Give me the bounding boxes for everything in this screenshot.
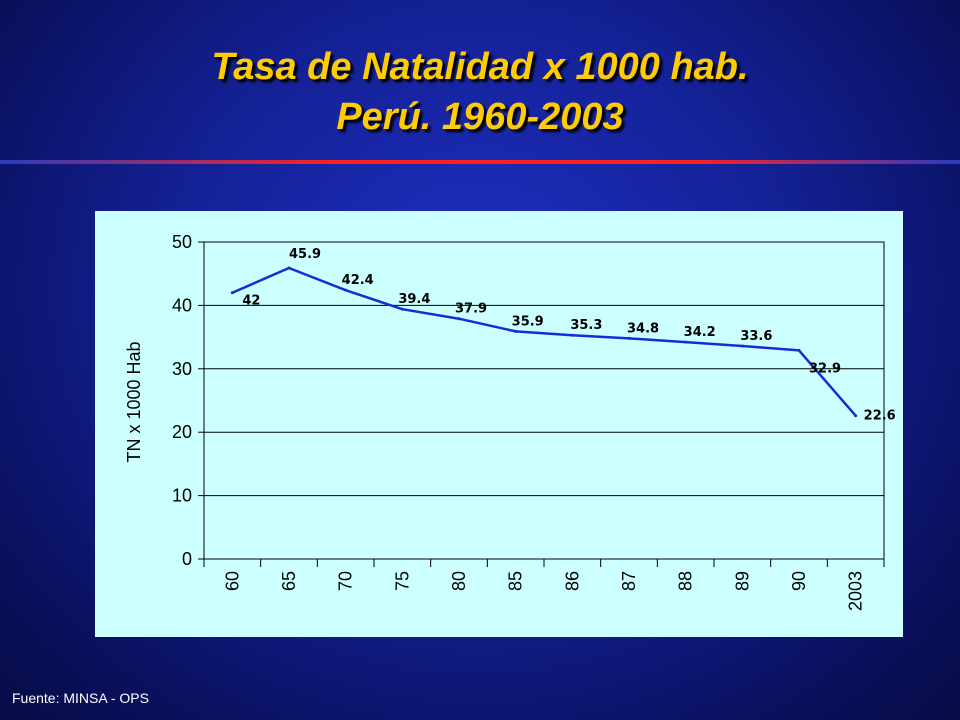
data-label: 33.6 [740, 329, 772, 344]
title-divider [0, 160, 960, 164]
x-tick-label: 89 [732, 571, 752, 591]
x-tick-label: 2003 [846, 571, 866, 611]
y-tick-label: 20 [172, 422, 192, 442]
axes [198, 241, 885, 567]
data-point [797, 348, 801, 352]
page-title: Tasa de Natalidad x 1000 hab. Perú. 1960… [0, 42, 960, 142]
data-labels: 42 45.9 42.4 39.4 37.9 35.9 35.3 34.8 34.2 33.6 32… [242, 247, 895, 424]
x-tick-label: 87 [619, 571, 639, 591]
data-label: 42 [242, 294, 260, 309]
y-axis-title: TN x 1000 Hab [124, 341, 144, 462]
data-point [854, 414, 858, 418]
x-tick-label: 65 [279, 571, 299, 591]
data-point [514, 329, 518, 333]
x-tick-labels: 60 65 70 75 80 85 86 87 88 89 90 2003 [222, 571, 865, 611]
data-label: 39.4 [398, 292, 430, 307]
data-point [740, 344, 744, 348]
data-label: 32.9 [809, 361, 841, 376]
y-tick-label: 30 [172, 359, 192, 379]
x-tick-label: 85 [506, 571, 526, 591]
data-point [344, 288, 348, 292]
data-point [287, 266, 291, 270]
data-label: 37.9 [455, 302, 487, 317]
data-label: 35.9 [512, 314, 544, 329]
data-label: 34.2 [684, 325, 716, 340]
data-point [570, 333, 574, 337]
title-line-1: Tasa de Natalidad x 1000 hab. [211, 46, 749, 88]
x-tick-label: 75 [392, 571, 412, 591]
x-tick-label: 60 [222, 571, 242, 591]
data-point [684, 340, 688, 344]
x-tick-label: 70 [336, 571, 356, 591]
data-label: 35.3 [570, 318, 602, 333]
y-tick-label: 0 [182, 549, 192, 569]
data-label: 34.8 [627, 321, 659, 336]
series-line [231, 266, 857, 417]
data-point [457, 317, 461, 321]
x-tick-label: 86 [562, 571, 582, 591]
source-note: Fuente: MINSA - OPS [12, 690, 149, 706]
data-point [230, 291, 234, 295]
x-tick-label: 80 [449, 571, 469, 591]
data-point [400, 307, 404, 311]
data-point [627, 336, 631, 340]
y-tick-label: 10 [172, 486, 192, 506]
plot-frame [203, 241, 885, 560]
y-tick-labels: 0 10 20 30 40 50 [172, 232, 192, 569]
x-tick-label: 90 [789, 571, 809, 591]
y-tick-label: 50 [172, 232, 192, 252]
x-tick-label: 88 [676, 571, 696, 591]
title-line-2: Perú. 1960-2003 [336, 96, 624, 138]
y-tick-label: 40 [172, 295, 192, 315]
gridlines [204, 304, 884, 497]
data-label: 22.6 [864, 409, 896, 424]
data-label: 42.4 [342, 273, 374, 288]
chart-area [95, 211, 903, 637]
series-line-layer [230, 266, 858, 418]
data-label: 45.9 [289, 247, 321, 262]
